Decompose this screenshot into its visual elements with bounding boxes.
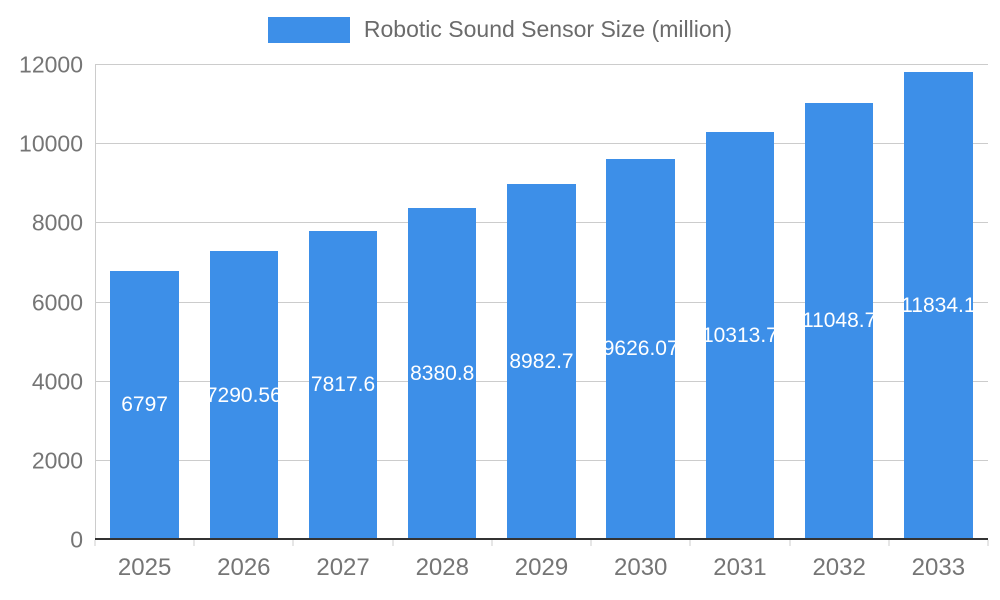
x-axis-tick-label: 2030 <box>614 554 668 581</box>
x-axis-tick-label: 2025 <box>117 554 172 581</box>
axis-tick-mark <box>94 540 96 546</box>
legend-label: Robotic Sound Sensor Size (million) <box>363 16 733 42</box>
bar: 11048.7 <box>801 102 877 540</box>
bar-value-label: 9626.07 <box>602 337 679 361</box>
bar-slot: 7290.56 <box>194 65 293 540</box>
bar: 10313.7 <box>702 131 778 540</box>
bar-value-label: 8380.8 <box>410 362 475 386</box>
y-axis-tick-label: 8000 <box>31 209 83 236</box>
y-axis-tick-label: 0 <box>70 526 83 553</box>
bar: 11834.1 <box>901 71 976 540</box>
legend: Robotic Sound Sensor Size (million) <box>0 16 1000 43</box>
bar-slot: 7817.6 <box>293 65 392 540</box>
bar-value-label: 6797 <box>121 393 168 417</box>
x-axis-baseline <box>95 538 988 540</box>
gridline <box>95 64 988 65</box>
y-axis-tick-label: 2000 <box>31 447 83 474</box>
y-axis-tick-label: 12000 <box>19 51 83 78</box>
bar: 8982.7 <box>507 184 576 540</box>
axis-tick-mark <box>392 540 394 546</box>
legend-swatch <box>267 16 350 43</box>
axis-tick-mark <box>491 540 493 546</box>
bar: 6797 <box>110 270 179 540</box>
x-axis-tick-label: 2033 <box>911 554 966 581</box>
bars-layer: 6797 7290.56 7817.6 8380.8 8982.7 9626.07 1031… <box>95 65 988 540</box>
axis-tick-mark <box>193 540 195 546</box>
bar-slot: 10313.7 <box>690 65 789 540</box>
bar-value-label: 8982.7 <box>509 350 574 374</box>
bar-value-label: 11834.1 <box>901 293 976 317</box>
bar-value-label: 7290.56 <box>205 383 282 407</box>
x-axis-tick-label: 2026 <box>217 554 271 581</box>
bar-slot: 11048.7 <box>790 65 889 540</box>
y-axis-tick-label: 4000 <box>31 368 83 395</box>
x-axis-tick-label: 2029 <box>514 554 569 581</box>
y-axis-tick-label: 10000 <box>19 130 83 157</box>
x-axis-tick-label: 2032 <box>812 554 866 581</box>
axis-tick-mark <box>789 540 791 546</box>
axis-tick-mark <box>689 540 691 546</box>
axis-tick-mark <box>987 540 989 546</box>
bar: 7290.56 <box>206 251 282 540</box>
bar: 8380.8 <box>408 208 477 540</box>
bar-slot: 11834.1 <box>889 65 988 540</box>
x-axis-tick-label: 2027 <box>316 554 370 581</box>
bar-slot: 8380.8 <box>393 65 492 540</box>
x-axis-labels: 2025 2026 2027 2028 2029 2030 2031 2032 2033 <box>95 540 988 590</box>
bar-slot: 9626.07 <box>591 65 690 540</box>
bar-slot: 8982.7 <box>492 65 591 540</box>
bar: 7817.6 <box>308 230 378 540</box>
bar-value-label: 11048.7 <box>801 309 877 333</box>
y-axis-tick-label: 6000 <box>31 289 83 315</box>
gridline <box>95 143 988 145</box>
bar-value-label: 10313.7 <box>701 323 778 347</box>
y-axis-line <box>95 65 96 540</box>
axis-tick-mark <box>292 540 294 546</box>
x-axis-tick-label: 2031 <box>713 554 767 581</box>
plot-area: 0 2000 4000 6000 8000 10000 12000 6797 7290.56 78… <box>19 53 989 580</box>
axis-tick-mark <box>590 540 592 546</box>
x-axis-tick-label: 2028 <box>415 554 469 581</box>
bar-value-label: 7817.6 <box>310 373 376 397</box>
bar: 9626.07 <box>603 158 679 540</box>
axis-tick-mark <box>888 540 890 546</box>
bar-slot: 6797 <box>95 65 194 540</box>
